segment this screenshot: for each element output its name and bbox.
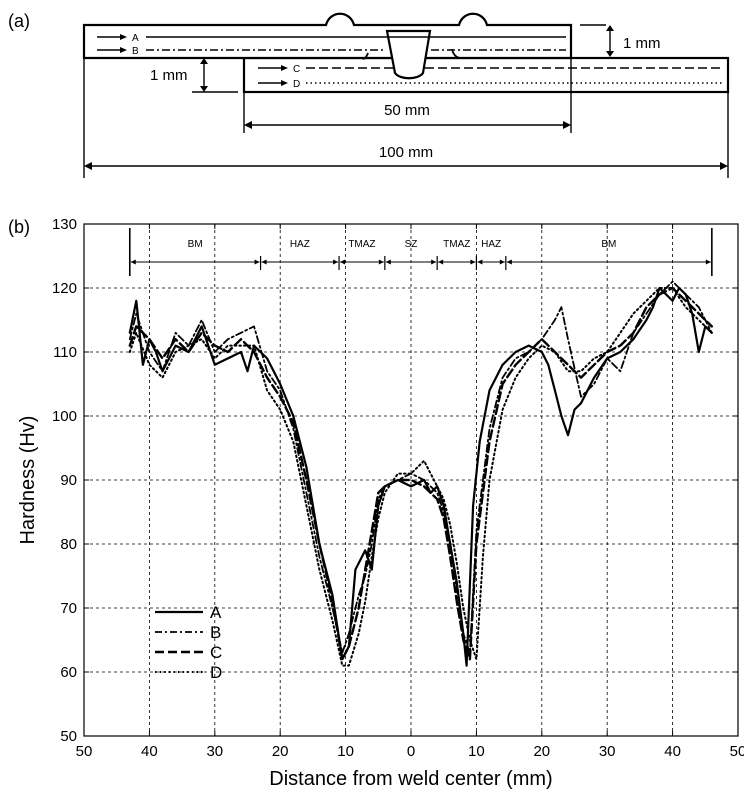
zone-label: HAZ bbox=[290, 239, 310, 250]
dim-total-label: 100 mm bbox=[379, 144, 433, 161]
x-tick-label: 10 bbox=[468, 743, 485, 760]
zone-label: TMAZ bbox=[443, 239, 470, 250]
x-tick-label: 20 bbox=[533, 743, 550, 760]
traverse-b: B bbox=[97, 46, 566, 57]
zone-arrowhead bbox=[499, 259, 505, 265]
traverse-a: A bbox=[97, 33, 566, 44]
legend-label-b: B bbox=[210, 623, 221, 642]
hook-left bbox=[361, 52, 369, 60]
traverse-d-label: D bbox=[293, 79, 300, 90]
x-tick-label: 40 bbox=[141, 743, 158, 760]
traverse-a-label: A bbox=[132, 33, 139, 44]
traverse-d: D bbox=[258, 79, 722, 90]
series-lines bbox=[128, 280, 713, 667]
x-axis-title: Distance from weld center (mm) bbox=[269, 768, 552, 790]
zone-label: BM bbox=[188, 239, 203, 250]
series-line-c bbox=[128, 286, 713, 661]
zone-label: TMAZ bbox=[348, 239, 375, 250]
dim-thickness-lower: 1 mm bbox=[150, 58, 238, 93]
grid bbox=[84, 224, 738, 736]
traverse-b-label: B bbox=[132, 46, 139, 57]
y-tick-label: 130 bbox=[52, 216, 77, 233]
zone-arrowhead bbox=[506, 259, 512, 265]
zone-arrowhead bbox=[130, 259, 136, 265]
y-tick-label: 70 bbox=[60, 600, 77, 617]
y-tick-label: 110 bbox=[53, 344, 77, 361]
zone-arrowhead bbox=[477, 259, 483, 265]
zone-arrowhead bbox=[705, 259, 711, 265]
legend-label-c: C bbox=[210, 643, 222, 662]
x-tick-label: 10 bbox=[337, 743, 354, 760]
series-line-d bbox=[128, 287, 713, 667]
upper-sheet bbox=[82, 12, 573, 60]
x-tick-label: 30 bbox=[599, 743, 616, 760]
panel-a-schematic: (a) A B C bbox=[8, 11, 730, 178]
dim-thickness-upper-label: 1 mm bbox=[623, 35, 661, 52]
x-tick-label: 40 bbox=[664, 743, 681, 760]
y-tick-label: 100 bbox=[52, 408, 77, 425]
dim-overlap-label: 50 mm bbox=[384, 102, 430, 119]
legend-label-d: D bbox=[210, 663, 222, 682]
axis-ticks: 50 40 30 20 10 0 10 20 30 40 505060708090100110120… bbox=[52, 216, 744, 760]
dim-thickness-upper: 1 mm bbox=[580, 24, 661, 57]
zone-arrowhead bbox=[340, 259, 346, 265]
panel-a-label: (a) bbox=[8, 11, 30, 31]
zone-arrowhead bbox=[333, 259, 339, 265]
y-tick-label: 50 bbox=[60, 728, 77, 745]
legend-label-a: A bbox=[210, 603, 222, 622]
zone-arrowhead bbox=[431, 259, 437, 265]
zone-arrowhead bbox=[470, 259, 476, 265]
traverse-c: C bbox=[258, 64, 722, 75]
x-tick-label: 50 bbox=[76, 743, 93, 760]
zone-arrowhead bbox=[385, 259, 391, 265]
zone-arrowhead bbox=[254, 259, 260, 265]
zone-arrowhead bbox=[438, 259, 444, 265]
zone-label: HAZ bbox=[481, 239, 501, 250]
y-tick-label: 120 bbox=[52, 280, 77, 297]
dim-total: 100 mm bbox=[83, 58, 729, 178]
series-line-a bbox=[128, 286, 713, 667]
panel-b-chart: (b) 50 40 30 20 10 0 10 20 30 40 50506070809010011… bbox=[8, 216, 744, 790]
x-tick-label: 50 bbox=[730, 743, 744, 760]
y-tick-label: 90 bbox=[60, 472, 77, 489]
x-tick-label: 30 bbox=[206, 743, 223, 760]
lower-sheet bbox=[242, 56, 730, 94]
x-tick-label: 0 bbox=[407, 743, 415, 760]
traverse-c-label: C bbox=[293, 64, 300, 75]
x-tick-label: 20 bbox=[272, 743, 289, 760]
weld-nugget bbox=[385, 29, 432, 80]
dim-overlap: 50 mm bbox=[243, 58, 572, 133]
y-tick-label: 60 bbox=[60, 664, 77, 681]
zone-arrowhead bbox=[261, 259, 267, 265]
series-line-b bbox=[128, 280, 713, 654]
y-axis-title: Hardness (Hv) bbox=[17, 416, 39, 545]
y-tick-label: 80 bbox=[60, 536, 77, 553]
zone-label: BM bbox=[601, 239, 616, 250]
zone-arrowhead bbox=[378, 259, 384, 265]
zone-label: SZ bbox=[405, 239, 418, 250]
dim-thickness-lower-label: 1 mm bbox=[150, 67, 188, 84]
zone-annotations: BM HAZ TMAZ SZ TMAZ HAZ BM bbox=[128, 228, 713, 276]
panel-b-label: (b) bbox=[8, 217, 30, 237]
